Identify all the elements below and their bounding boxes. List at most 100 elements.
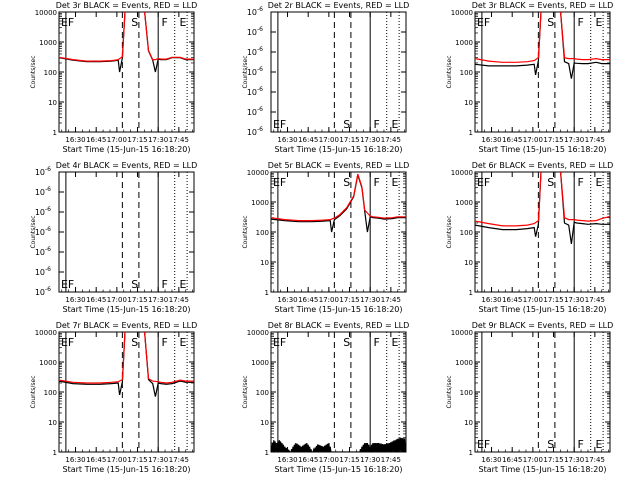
y-tick-label: 1 (53, 449, 57, 457)
y-tick-label: 10-6 (35, 166, 51, 177)
y-tick-label: 10-6 (247, 46, 263, 57)
y-axis-label: Counts/sec (446, 55, 453, 88)
event-letter: E (179, 336, 186, 349)
x-tick-label: 16:30 (481, 456, 501, 464)
x-tick-label: 17:00 (523, 296, 543, 304)
x-tick-label: 17:30 (148, 296, 168, 304)
event-letter: E (391, 336, 398, 349)
panel-title: Det 5r BLACK = Events, RED = LLD (268, 161, 410, 170)
x-tick-label: 16:45 (502, 456, 522, 464)
y-tick-label: 10-6 (247, 66, 263, 77)
series-line-lld (475, 172, 610, 227)
x-tick-label: 17:15 (543, 456, 563, 464)
event-letter: F (578, 176, 584, 189)
y-tick-label: 1 (265, 449, 269, 457)
y-tick-label: 10-6 (247, 6, 263, 17)
event-letter: E (391, 176, 398, 189)
x-tick-label: 17:00 (107, 136, 127, 144)
x-tick-label: 16:45 (86, 456, 106, 464)
series-line-lld (271, 173, 406, 222)
event-letter: E (273, 336, 280, 349)
x-axis-label: Start Time (15-Jun-15 16:18:20) (479, 465, 607, 474)
x-tick-label: 17:30 (148, 136, 168, 144)
x-tick-label: 16:45 (502, 296, 522, 304)
y-axis-label: Counts/sec (446, 215, 453, 248)
y-tick-label: 100 (44, 389, 57, 397)
x-tick-label: 17:00 (523, 456, 543, 464)
y-tick-label: 1000 (455, 359, 473, 367)
y-tick-label: 10-6 (35, 226, 51, 237)
y-tick-label: 10-6 (247, 106, 263, 117)
y-tick-label: 10000 (35, 329, 57, 337)
x-tick-label: 17:45 (169, 296, 189, 304)
event-letter: F (162, 278, 168, 291)
x-tick-label: 17:30 (148, 456, 168, 464)
y-tick-label: 1 (53, 129, 57, 137)
panel-det7r: Det 7r BLACK = Events, RED = LLD 1 10 100 10… (30, 321, 197, 474)
event-letter: F (374, 176, 380, 189)
event-letter: F (374, 118, 380, 131)
event-letter: E (477, 176, 484, 189)
y-tick-label: 1000 (455, 39, 473, 47)
y-tick-label: 10 (48, 419, 57, 427)
event-letter: F (280, 118, 286, 131)
x-tick-label: 17:45 (585, 136, 605, 144)
y-tick-label: 1 (469, 129, 473, 137)
x-tick-label: 17:30 (360, 456, 380, 464)
x-tick-label: 17:00 (319, 136, 339, 144)
y-tick-label: 10000 (247, 169, 269, 177)
series-line-events (271, 437, 406, 452)
x-tick-label: 17:30 (564, 136, 584, 144)
y-tick-label: 10000 (35, 9, 57, 17)
event-letter: F (280, 336, 286, 349)
panel-det4r: Det 4r BLACK = Events, RED = LLD 10-6 10-6… (30, 161, 197, 314)
panel-det5r: Det 5r BLACK = Events, RED = LLD 1 10 100 10… (242, 161, 409, 314)
panel-det3r_left: Det 3r BLACK = Events, RED = LLD 1 10 100 10… (30, 1, 197, 154)
y-tick-label: 100 (460, 229, 473, 237)
x-tick-label: 16:30 (481, 296, 501, 304)
y-tick-label: 10000 (451, 329, 473, 337)
y-tick-label: 10 (464, 259, 473, 267)
panel-title: Det 7r BLACK = Events, RED = LLD (56, 321, 198, 330)
y-axis-label: Counts/sec (446, 375, 453, 408)
y-tick-label: 1000 (251, 199, 269, 207)
y-tick-label: 10000 (451, 9, 473, 17)
y-tick-label: 10-6 (247, 86, 263, 97)
series-line-events (475, 172, 610, 244)
event-letter: E (273, 176, 280, 189)
y-axis-label: Counts/sec (30, 55, 37, 88)
series-line-lld (475, 12, 610, 63)
x-tick-label: 16:45 (86, 296, 106, 304)
x-tick-label: 17:15 (339, 296, 359, 304)
x-tick-label: 16:45 (86, 136, 106, 144)
event-letter: S (131, 336, 138, 349)
event-letter: F (162, 16, 168, 29)
event-letter: S (547, 16, 554, 29)
event-letter: E (595, 176, 602, 189)
event-letter: E (61, 336, 68, 349)
event-letter: S (343, 118, 350, 131)
x-tick-label: 16:30 (481, 136, 501, 144)
x-tick-label: 16:45 (298, 296, 318, 304)
y-axis-label: Counts/sec (242, 55, 249, 88)
x-tick-label: 17:45 (169, 136, 189, 144)
y-tick-label: 10000 (247, 329, 269, 337)
y-tick-label: 10 (464, 419, 473, 427)
y-axis-label: Counts/sec (30, 215, 37, 248)
x-tick-label: 17:45 (381, 456, 401, 464)
event-letter: S (343, 336, 350, 349)
event-letter: E (477, 438, 484, 451)
x-tick-label: 16:30 (65, 456, 85, 464)
panel-title: Det 3r BLACK = Events, RED = LLD (56, 1, 198, 10)
x-tick-label: 16:30 (65, 296, 85, 304)
panel-title: Det 9r BLACK = Events, RED = LLD (472, 321, 614, 330)
event-letter: E (595, 16, 602, 29)
y-tick-label: 10-6 (35, 266, 51, 277)
event-letter: S (131, 278, 138, 291)
x-axis-label: Start Time (15-Jun-15 16:18:20) (275, 145, 403, 154)
x-axis-label: Start Time (15-Jun-15 16:18:20) (479, 305, 607, 314)
x-tick-label: 17:45 (585, 456, 605, 464)
event-letter: E (179, 16, 186, 29)
x-tick-label: 17:00 (523, 136, 543, 144)
